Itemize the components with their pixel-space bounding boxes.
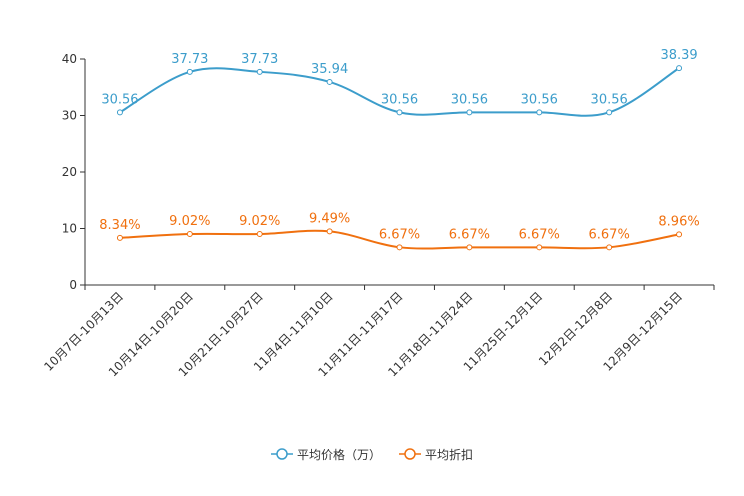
data-point[interactable]: [606, 109, 613, 116]
data-label: 35.94: [311, 62, 348, 77]
data-point[interactable]: [466, 244, 473, 251]
data-label: 30.56: [521, 92, 558, 107]
data-label: 6.67%: [589, 227, 630, 242]
data-point[interactable]: [326, 228, 333, 235]
data-label: 9.02%: [239, 214, 280, 229]
legend-label-price: 平均价格（万）: [296, 447, 381, 462]
y-tick-label: 10: [62, 222, 77, 236]
y-axis: 0 10 20 30 40: [62, 52, 86, 292]
legend-line-circle-icon: [399, 448, 421, 460]
data-point[interactable]: [116, 109, 123, 116]
data-label: 9.49%: [309, 211, 350, 226]
x-tick-label: 11月25日-12月1日: [461, 289, 546, 374]
data-label: 30.56: [101, 92, 138, 107]
data-point[interactable]: [256, 68, 263, 75]
data-label: 6.67%: [449, 227, 490, 242]
x-axis: 10月7日-10月13日10月14日-10月20日10月21日-10月27日11…: [41, 284, 715, 379]
data-point[interactable]: [396, 109, 403, 116]
data-label: 30.56: [381, 92, 418, 107]
data-label: 37.73: [171, 52, 208, 67]
data-label: 30.56: [451, 92, 488, 107]
data-point[interactable]: [186, 231, 193, 238]
data-point[interactable]: [256, 231, 263, 238]
data-label: 6.67%: [379, 227, 420, 242]
legend-line-circle-icon: [270, 448, 293, 460]
legend-label-discount: 平均折扣: [425, 447, 474, 462]
data-label: 8.96%: [658, 214, 699, 229]
data-point[interactable]: [536, 244, 543, 251]
y-tick-label: 0: [69, 278, 77, 292]
series-1: 8.34% 9.02% 9.02% 9.49% 6.67% 6.67% 6.67% 6.67%…: [99, 211, 700, 251]
legend-item-price[interactable]: 平均价格（万）: [270, 446, 381, 463]
data-label: 8.34%: [99, 218, 140, 233]
data-point[interactable]: [676, 65, 683, 72]
data-point[interactable]: [186, 68, 193, 75]
y-tick-label: 40: [62, 52, 77, 66]
data-point[interactable]: [116, 234, 123, 241]
series-0: 30.56 37.73 37.73 35.94 30.56 30.56 30.56 30.56…: [101, 48, 698, 117]
legend-item-discount[interactable]: 平均折扣: [399, 446, 473, 463]
data-point[interactable]: [676, 231, 683, 238]
data-point[interactable]: [396, 244, 403, 251]
data-point[interactable]: [326, 78, 333, 85]
data-label: 38.39: [660, 48, 697, 63]
x-tick-label: 12月2日-12月8日: [536, 289, 615, 368]
data-point[interactable]: [536, 109, 543, 116]
legend: 平均价格（万） 平均折扣: [0, 444, 744, 464]
series-layer: 30.56 37.73 37.73 35.94 30.56 30.56 30.56 30.56…: [99, 48, 700, 251]
data-point[interactable]: [466, 109, 473, 116]
data-label: 6.67%: [519, 227, 560, 242]
y-tick-label: 20: [62, 165, 77, 179]
x-tick-label: 12月9日-12月15日: [600, 289, 685, 374]
data-label: 37.73: [241, 52, 278, 67]
y-tick-label: 30: [62, 109, 77, 123]
data-label: 30.56: [591, 92, 628, 107]
data-label: 9.02%: [169, 214, 210, 229]
data-point[interactable]: [606, 244, 613, 251]
